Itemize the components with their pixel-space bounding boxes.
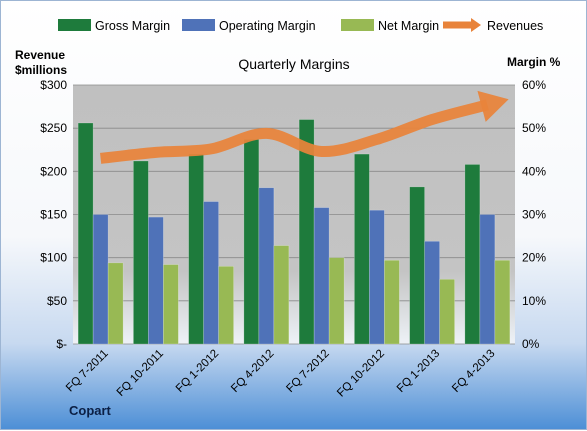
legend-label: Gross Margin	[95, 19, 170, 33]
bar-operating-margin	[313, 207, 330, 345]
right-tick-label: 30%	[522, 208, 546, 222]
bar-net-margin	[328, 257, 345, 345]
left-tick-label: $300	[40, 78, 67, 92]
bar-operating-margin	[203, 201, 219, 345]
legend-label: Operating Margin	[219, 19, 316, 33]
bar-gross-margin	[243, 139, 260, 345]
bar-gross-margin	[409, 186, 425, 345]
legend-label: Net Margin	[378, 19, 439, 33]
left-axis-title: Revenue	[15, 48, 65, 62]
category-label: FQ 1-2012	[174, 348, 221, 395]
bar-gross-margin	[354, 153, 370, 345]
right-tick-label: 40%	[522, 164, 546, 178]
right-tick-label: 60%	[522, 78, 546, 92]
legend-swatch-gross-margin	[58, 19, 91, 31]
bar-gross-margin	[464, 164, 481, 345]
left-tick-label: $200	[40, 164, 67, 178]
bar-net-margin	[218, 265, 234, 345]
bar-operating-margin	[92, 214, 109, 345]
bar-gross-margin	[133, 160, 149, 345]
bar-net-margin	[494, 259, 511, 345]
bar-operating-margin	[258, 187, 275, 345]
chart-title: Quarterly Margins	[238, 56, 349, 72]
legend-arrow-icon	[471, 18, 481, 32]
right-tick-label: 50%	[522, 121, 546, 135]
bar-net-margin	[273, 245, 290, 345]
bar-operating-margin	[369, 209, 385, 345]
bar-gross-margin	[77, 122, 94, 345]
category-label: FQ 7-2012	[284, 348, 331, 395]
bar-gross-margin	[188, 153, 204, 345]
bar-net-margin	[163, 264, 179, 345]
category-label: FQ 4-2013	[450, 348, 497, 395]
bar-net-margin	[107, 262, 124, 345]
legend-label: Revenues	[487, 19, 543, 33]
legend-swatch-net-margin	[341, 19, 374, 31]
left-tick-label: $250	[40, 121, 67, 135]
category-label: FQ 10-2012	[335, 348, 387, 400]
bar-net-margin	[384, 259, 400, 345]
left-tick-label: $150	[40, 208, 67, 222]
bar-operating-margin	[148, 216, 164, 345]
category-label: FQ 1-2013	[395, 348, 442, 395]
right-tick-label: 0%	[522, 337, 540, 351]
category-label: FQ 7-2011	[64, 348, 111, 395]
bar-operating-margin	[424, 240, 440, 345]
bar-net-margin	[439, 278, 455, 345]
right-axis-title: Margin %	[507, 55, 561, 69]
bar-operating-margin	[479, 214, 496, 345]
right-tick-label: 20%	[522, 251, 546, 265]
category-label: FQ 10-2011	[115, 348, 166, 399]
right-tick-label: 10%	[522, 294, 546, 308]
company-label: Copart	[69, 403, 111, 418]
legend-swatch-operating-margin	[182, 19, 215, 31]
left-tick-label: $-	[56, 337, 67, 351]
left-axis-title: $millions	[15, 63, 67, 77]
revenue-arrowhead	[477, 90, 509, 122]
left-tick-label: $100	[40, 251, 67, 265]
left-tick-label: $50	[47, 294, 67, 308]
revenue-line	[100, 99, 489, 164]
category-label: FQ 4-2012	[229, 348, 276, 395]
